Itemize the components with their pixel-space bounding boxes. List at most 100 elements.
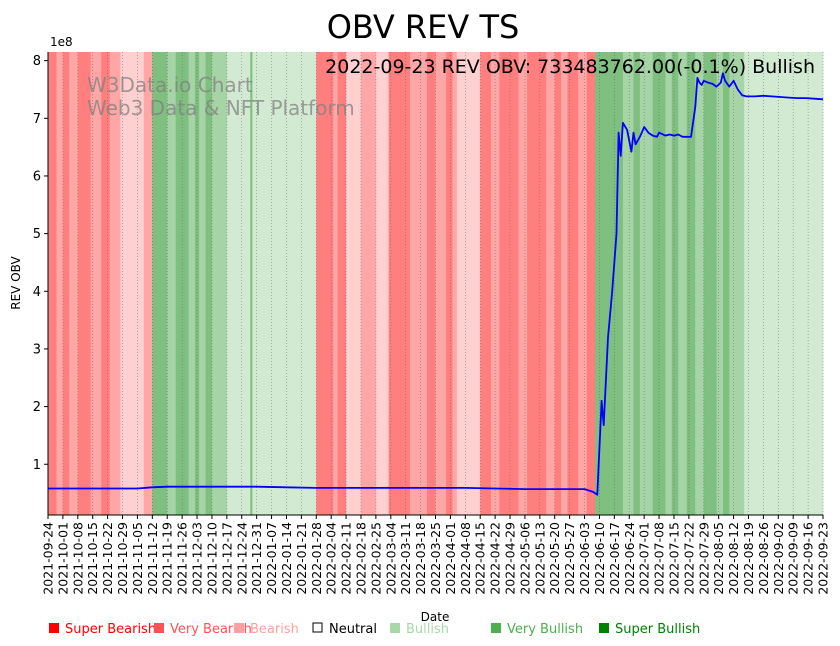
- x-tick-label: 2022-02-11: [339, 522, 354, 595]
- sentiment-band-bearish: [561, 52, 568, 515]
- x-tick-label: 2022-06-10: [592, 522, 607, 595]
- sentiment-band-bullish: [729, 52, 745, 515]
- x-tick-label: 2021-12-17: [219, 522, 234, 595]
- x-tick-label: 2022-01-21: [294, 522, 309, 595]
- sentiment-band-very_bullish: [686, 52, 696, 515]
- legend-swatch: [491, 623, 501, 633]
- x-tick-label: 2021-11-12: [145, 522, 160, 595]
- x-tick-label: 2021-09-24: [41, 522, 56, 595]
- x-tick-label: 2022-02-04: [324, 522, 339, 595]
- legend-label: Very Bearish: [170, 622, 252, 637]
- watermark-line-2: Web3 Data & NFT Platform: [87, 96, 355, 120]
- x-tick-label: 2021-11-26: [175, 522, 190, 595]
- sentiment-band-very_bullish: [205, 52, 213, 515]
- sentiment-band-bearish: [109, 52, 121, 515]
- sentiment-band-very_bearish: [388, 52, 411, 515]
- sentiment-band-bullish: [167, 52, 177, 515]
- x-tick-label: 2022-08-19: [741, 522, 756, 595]
- sentiment-band-very_bearish: [77, 52, 91, 515]
- x-tick-label: 2022-05-13: [532, 522, 547, 595]
- y-axis-label: REV OBV: [9, 255, 23, 309]
- sentiment-band-very_bullish: [152, 52, 168, 515]
- x-tick-label: 2022-04-08: [458, 522, 473, 595]
- legend-swatch: [312, 622, 323, 633]
- x-tick-label: 2022-06-17: [607, 522, 622, 595]
- x-tick-label: 2022-08-12: [726, 522, 741, 595]
- sentiment-band-very_bearish: [101, 52, 111, 515]
- x-tick-label: 2022-07-22: [681, 522, 696, 595]
- legend-swatch: [154, 623, 164, 633]
- chart-subtitle: 2022-09-23 REV OBV: 733483762.00(-0.1%) …: [325, 56, 815, 78]
- x-tick-label: 2022-04-29: [503, 522, 518, 595]
- sentiment-band-very_bearish: [316, 52, 334, 515]
- sentiment-band-bullish: [678, 52, 688, 515]
- x-tick-label: 2022-03-25: [428, 522, 443, 595]
- legend-swatch: [390, 623, 400, 633]
- sentiment-band-very_bullish: [633, 52, 641, 515]
- sentiment-band-light_bearish: [456, 52, 481, 515]
- date-gridlines: [47, 52, 824, 515]
- sentiment-band-very_bearish: [586, 52, 596, 515]
- sentiment-band-bearish: [90, 52, 102, 515]
- x-tick-label: 2022-07-29: [696, 522, 711, 595]
- obv-series-line: [48, 72, 824, 496]
- sentiment-band-bullish: [716, 52, 724, 515]
- y-tick-label: 1: [33, 458, 41, 473]
- x-tick-label: 2022-06-03: [577, 522, 592, 595]
- sentiment-band-bullish: [211, 52, 228, 515]
- legend-label: Neutral: [329, 622, 377, 637]
- legend-swatch: [599, 623, 609, 633]
- x-tick-label: 2022-09-16: [801, 522, 816, 595]
- sentiment-band-very_bullish: [703, 52, 717, 515]
- x-tick-label: 2021-12-24: [234, 522, 249, 595]
- x-tick-label: 2021-10-15: [85, 522, 100, 595]
- x-tick-label: 2022-01-14: [279, 522, 294, 595]
- sentiment-band-bullish: [695, 52, 705, 515]
- sentiment-band-bearish: [143, 52, 153, 515]
- x-tick-label: 2022-09-09: [786, 522, 801, 595]
- x-axis-label: Date: [421, 610, 450, 624]
- sentiment-band-very_bearish: [337, 52, 347, 515]
- sentiment-band-light_bearish: [375, 52, 390, 515]
- sentiment-band-bullish: [622, 52, 634, 515]
- sentiment-band-light_bearish: [120, 52, 145, 515]
- sentiment-band-very_bearish: [48, 52, 57, 515]
- y-tick-label: 8: [33, 54, 41, 69]
- x-tick-label: 2022-05-06: [517, 522, 532, 595]
- sentiment-band-bearish: [56, 52, 64, 515]
- sentiment-band-light_bullish: [744, 52, 824, 515]
- sentiment-band-bullish: [188, 52, 196, 515]
- sentiment-band-bearish: [333, 52, 338, 515]
- x-tick-label: 2022-05-20: [547, 522, 562, 595]
- sentiment-band-light_bullish: [226, 52, 251, 515]
- x-tick-label: 2022-09-02: [771, 522, 786, 595]
- sentiment-band-light_bearish: [346, 52, 362, 515]
- sentiment-band-bullish: [199, 52, 206, 515]
- sentiment-band-bullish: [665, 52, 673, 515]
- x-tick-label: 2022-07-08: [652, 522, 667, 595]
- x-tick-label: 2022-08-26: [756, 522, 771, 595]
- sentiment-band-bearish: [69, 52, 79, 515]
- sentiment-band-very_bearish: [426, 52, 436, 515]
- x-tick-label: 2022-09-23: [816, 522, 831, 595]
- sentiment-band-light_bullish: [252, 52, 317, 515]
- legend-label: Very Bullish: [507, 622, 583, 637]
- legend-label: Bullish: [406, 622, 449, 637]
- x-tick-label: 2022-01-07: [264, 522, 279, 595]
- x-tick-label: 2022-08-05: [711, 522, 726, 595]
- legend-label: Bearish: [250, 622, 299, 637]
- x-tick-label: 2021-11-19: [160, 522, 175, 595]
- sentiment-band-bearish: [578, 52, 588, 515]
- sentiment-band-very_bullish: [614, 52, 624, 515]
- x-tick-label: 2022-04-22: [488, 522, 503, 595]
- sentiment-band-bearish: [452, 52, 458, 515]
- y-tick-label: 2: [33, 400, 41, 415]
- sentiment-band-very_bullish: [671, 52, 679, 515]
- x-tick-label: 2022-07-15: [667, 522, 682, 595]
- x-tick-label: 2021-10-22: [100, 522, 115, 595]
- x-tick-label: 2021-12-10: [204, 522, 219, 595]
- sentiment-band-bearish: [518, 52, 528, 515]
- x-tick-label: 2021-11-05: [130, 522, 145, 595]
- y-tick-label: 3: [33, 342, 41, 357]
- sentiment-bands: [48, 52, 824, 515]
